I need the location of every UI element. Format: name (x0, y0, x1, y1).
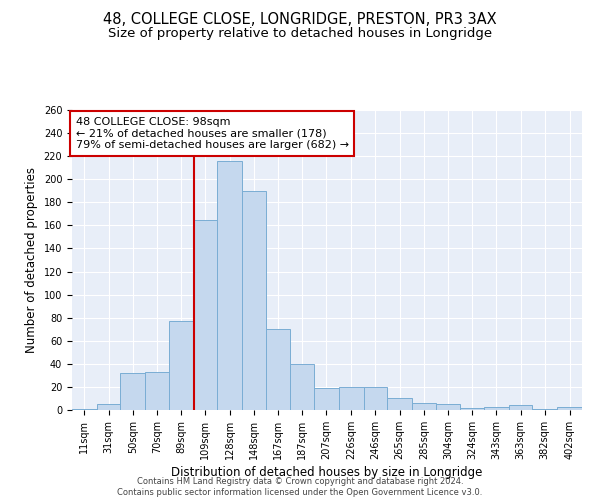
Text: Contains HM Land Registry data © Crown copyright and database right 2024.: Contains HM Land Registry data © Crown c… (137, 476, 463, 486)
Bar (121, 373, 145, 410)
Text: 48 COLLEGE CLOSE: 98sqm
← 21% of detached houses are smaller (178)
79% of semi-d: 48 COLLEGE CLOSE: 98sqm ← 21% of detache… (76, 117, 349, 150)
Text: Contains public sector information licensed under the Open Government Licence v3: Contains public sector information licen… (118, 488, 482, 497)
Text: Size of property relative to detached houses in Longridge: Size of property relative to detached ho… (108, 28, 492, 40)
Bar (460, 408, 484, 410)
Bar (194, 220, 217, 410)
Bar (412, 403, 436, 410)
Bar (314, 388, 339, 410)
Bar (169, 321, 194, 410)
Bar (532, 409, 557, 410)
Bar (266, 329, 290, 410)
Bar (217, 161, 242, 410)
Bar (509, 406, 532, 410)
Bar (97, 404, 121, 410)
Bar (339, 387, 364, 410)
Text: 48, COLLEGE CLOSE, LONGRIDGE, PRESTON, PR3 3AX: 48, COLLEGE CLOSE, LONGRIDGE, PRESTON, P… (103, 12, 497, 28)
Bar (557, 406, 582, 410)
Y-axis label: Number of detached properties: Number of detached properties (25, 167, 38, 353)
Bar (145, 372, 169, 410)
Bar (290, 364, 314, 410)
Bar (242, 191, 266, 410)
Bar (484, 406, 509, 410)
Bar (364, 387, 387, 410)
X-axis label: Distribution of detached houses by size in Longridge: Distribution of detached houses by size … (172, 466, 482, 479)
Bar (72, 409, 97, 410)
Bar (436, 404, 460, 410)
Bar (387, 398, 412, 410)
